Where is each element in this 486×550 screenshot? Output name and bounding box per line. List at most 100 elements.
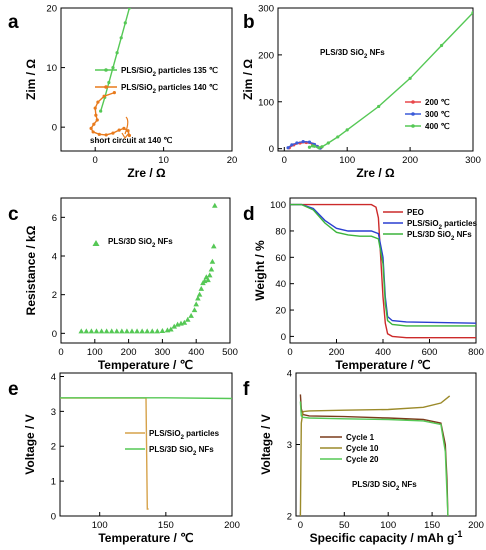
legend-label: 300 ℃ — [425, 110, 450, 119]
annotation-arrowhead — [121, 132, 130, 140]
data-point — [92, 122, 96, 126]
panel-label: b — [243, 12, 255, 33]
y-tick-label: 3 — [287, 440, 292, 451]
plot-area — [286, 11, 473, 150]
data-point — [123, 21, 127, 25]
data-point — [89, 126, 93, 130]
y-tick-label: 60 — [275, 253, 286, 264]
series-line — [290, 203, 476, 324]
legend-label: 400 ℃ — [425, 122, 450, 131]
y-tick-label: 4 — [52, 252, 57, 263]
y-tick-label: 0 — [51, 512, 56, 523]
data-point — [286, 146, 290, 150]
data-point — [307, 140, 312, 144]
x-tick-label: 500 — [222, 347, 238, 358]
series-line — [60, 397, 232, 400]
data-point — [320, 145, 324, 149]
y-axis-label: Zim / Ω — [241, 59, 255, 100]
data-point — [184, 316, 191, 322]
x-tick-label: 100 — [92, 520, 108, 531]
x-tick-label: 200 — [402, 155, 418, 166]
series-line — [100, 8, 131, 112]
y-tick-label: 1 — [51, 477, 56, 488]
panel-label: d — [243, 204, 255, 225]
y-tick-label: 3 — [51, 407, 56, 418]
x-axis-label: Zre / Ω — [127, 166, 166, 180]
legend-label: PLS/3D SiO2 NFs — [108, 237, 173, 249]
data-point — [111, 131, 115, 135]
plot-frame — [277, 7, 474, 152]
data-point — [439, 43, 444, 48]
panel-a: a 0 10 20 0 10 20 Zre / Ω Zim / Ω PLS/SiO2 partic… — [8, 4, 237, 181]
y-tick-label: 300 — [258, 4, 274, 15]
y-axis-label: Voltage / V — [259, 414, 273, 474]
plot-area — [78, 202, 218, 334]
data-point — [181, 319, 188, 325]
panel-label: c — [8, 204, 19, 225]
x-tick-label: 150 — [158, 520, 174, 531]
x-tick-label: 200 — [468, 520, 484, 531]
x-tick-label: 0 — [282, 155, 287, 166]
y-tick-label: 100 — [258, 97, 274, 108]
data-point — [198, 285, 205, 291]
data-point — [108, 328, 115, 334]
data-point — [193, 301, 199, 307]
data-point — [93, 106, 97, 110]
y-tick-label: 0 — [269, 144, 274, 155]
x-tick-label: 600 — [422, 347, 438, 358]
x-axis-label: Temperature / ℃ — [98, 358, 193, 372]
legend-label: Cycle 10 — [346, 444, 379, 453]
data-point — [96, 100, 100, 104]
inset-label: PLS/3D SiO2 NFs — [352, 480, 417, 492]
x-tick-label: 100 — [87, 347, 103, 358]
legend-label: PLS/SiO2 particles 135 ℃ — [121, 66, 218, 78]
data-point — [126, 129, 130, 133]
panel-b: b 0 100 200 300 0 100 200 300 Zre / Ω Zim / Ω 200 ℃… — [241, 4, 481, 181]
panel-c: c 0 100 200 300 400 500 0 2 4 6 Temperature / ℃ Resi… — [8, 197, 238, 372]
data-point — [98, 328, 105, 334]
data-point — [205, 277, 211, 283]
data-point — [336, 135, 340, 139]
data-point — [144, 328, 150, 334]
annotation-label: short circuit at 140 ℃ — [90, 136, 172, 145]
data-point — [97, 132, 101, 136]
legend-label: 200 ℃ — [425, 98, 450, 107]
data-point — [83, 328, 90, 334]
data-point — [107, 80, 111, 85]
x-tick-label: 800 — [468, 347, 484, 358]
data-point — [159, 328, 166, 334]
data-point — [171, 323, 178, 329]
data-point — [377, 104, 381, 109]
data-point — [113, 328, 120, 334]
legend-marker — [411, 124, 415, 128]
data-point — [345, 128, 349, 132]
data-point — [188, 312, 194, 318]
panel-d: d 0 200 400 600 800 0 20 40 60 80 100 Temperature / … — [243, 197, 484, 372]
y-tick-label: 200 — [258, 50, 274, 61]
legend-marker — [92, 240, 100, 246]
data-point — [127, 8, 131, 10]
series-line — [299, 395, 451, 516]
data-point — [191, 307, 198, 313]
plot-area — [299, 394, 451, 516]
x-tick-label: 0 — [287, 347, 292, 358]
panel-e: e 100 150 200 0 1 2 3 4 Temperature / ℃ Voltage / … — [8, 372, 240, 545]
legend-label: PLS/SiO2 particles 140 ℃ — [121, 83, 218, 95]
data-point — [206, 272, 213, 278]
plot-area — [89, 8, 131, 138]
data-point — [211, 202, 218, 208]
legend-label: PLS/SiO2 particles — [149, 429, 220, 441]
data-point — [209, 258, 216, 264]
x-tick-label: 300 — [154, 347, 170, 358]
panel-f: f 0 50 100 150 200 2 3 4 Specific capacity / mAh … — [243, 369, 484, 546]
y-axis-label: Resistance / kΩ — [24, 225, 38, 315]
x-tick-label: 200 — [224, 520, 240, 531]
data-point — [154, 328, 161, 334]
y-tick-label: 2 — [51, 442, 56, 453]
data-point — [119, 36, 123, 40]
data-point — [122, 126, 126, 130]
x-tick-label: 200 — [121, 347, 137, 358]
data-point — [196, 291, 203, 297]
x-tick-label: 100 — [339, 155, 355, 166]
